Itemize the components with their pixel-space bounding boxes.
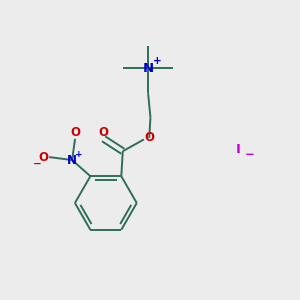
Text: −: − (244, 148, 254, 161)
Text: −: − (32, 159, 41, 169)
Text: +: + (153, 56, 162, 66)
Text: O: O (38, 151, 48, 164)
Text: +: + (75, 150, 83, 159)
Text: N: N (67, 154, 77, 166)
Text: O: O (99, 126, 109, 139)
Text: O: O (70, 126, 80, 140)
Text: N: N (142, 62, 154, 75)
Text: O: O (144, 131, 154, 144)
Text: I: I (236, 143, 241, 157)
